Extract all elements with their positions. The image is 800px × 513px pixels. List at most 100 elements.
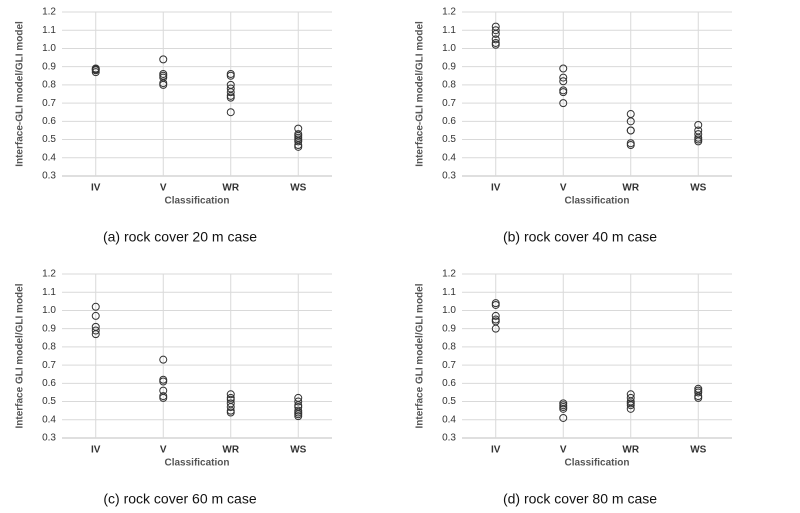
point <box>91 330 100 339</box>
y-tick-label: 0.6 <box>442 378 456 389</box>
y-tick-label: 1.1 <box>442 287 456 298</box>
y-tick-label: 1.2 <box>442 7 456 18</box>
x-tick-label: WS <box>690 445 706 456</box>
point <box>491 40 500 49</box>
caption: (a) rock cover 20 m case <box>103 229 257 245</box>
point <box>294 412 303 421</box>
point <box>559 88 568 97</box>
caption: (b) rock cover 40 m case <box>503 229 657 245</box>
y-tick-label: 0.8 <box>442 80 456 91</box>
point <box>91 68 100 77</box>
point <box>226 71 235 80</box>
y-tick-label: 1.1 <box>442 25 456 36</box>
point <box>91 326 100 335</box>
y-tick-label: 1.1 <box>42 287 56 298</box>
point <box>226 408 235 417</box>
point <box>91 311 100 320</box>
y-tick-label: 0.9 <box>442 323 456 334</box>
point <box>491 311 500 320</box>
point <box>559 99 568 108</box>
x-tick-label: IV <box>491 445 501 456</box>
point <box>491 300 500 309</box>
y-tick-label: 0.9 <box>442 61 456 72</box>
x-axis-label: Classification <box>164 196 229 207</box>
x-axis-label: Classification <box>564 458 629 469</box>
caption: (d) rock cover 80 m case <box>503 491 657 507</box>
x-tick-label: IV <box>91 445 101 456</box>
point <box>559 77 568 86</box>
y-tick-label: 0.3 <box>42 171 56 182</box>
y-tick-label: 1.2 <box>42 269 56 280</box>
point <box>91 302 100 311</box>
point <box>559 404 568 413</box>
point <box>626 404 635 413</box>
y-tick-label: 0.9 <box>42 323 56 334</box>
y-tick-label: 0.6 <box>442 116 456 127</box>
y-tick-label: 1.0 <box>442 305 456 316</box>
x-tick-label: IV <box>91 183 101 194</box>
point <box>491 29 500 38</box>
y-tick-label: 0.5 <box>42 396 56 407</box>
point <box>626 401 635 410</box>
point <box>159 377 168 386</box>
point <box>226 108 235 117</box>
y-tick-label: 0.3 <box>442 171 456 182</box>
x-tick-label: V <box>160 445 167 456</box>
y-axis-label: Interface GLI model/GLI model <box>15 283 26 428</box>
point <box>694 388 703 397</box>
x-tick-label: WS <box>290 183 306 194</box>
point <box>159 393 168 402</box>
point <box>159 355 168 364</box>
y-tick-label: 0.4 <box>42 152 56 163</box>
point <box>294 142 303 151</box>
y-tick-label: 1.0 <box>42 43 56 54</box>
x-tick-label: V <box>160 183 167 194</box>
x-tick-label: WS <box>690 183 706 194</box>
x-tick-label: WS <box>290 445 306 456</box>
y-tick-label: 0.4 <box>42 414 56 425</box>
y-tick-label: 0.7 <box>42 98 56 109</box>
point <box>159 80 168 89</box>
point <box>694 393 703 402</box>
y-tick-label: 0.5 <box>442 134 456 145</box>
point <box>694 120 703 129</box>
point <box>694 137 703 146</box>
point <box>226 93 235 102</box>
y-tick-label: 0.4 <box>442 414 456 425</box>
y-axis-label: Interface-GLI model/GLI model <box>415 21 426 167</box>
point <box>294 397 303 406</box>
point <box>559 64 568 73</box>
point <box>626 126 635 135</box>
y-tick-label: 0.3 <box>442 433 456 444</box>
y-tick-label: 0.8 <box>42 80 56 91</box>
y-tick-label: 0.5 <box>42 134 56 145</box>
point <box>226 88 235 97</box>
y-tick-label: 0.6 <box>42 378 56 389</box>
y-tick-label: 0.8 <box>42 342 56 353</box>
y-tick-label: 1.2 <box>442 269 456 280</box>
x-tick-label: V <box>560 445 567 456</box>
point <box>226 390 235 399</box>
point <box>559 73 568 82</box>
point <box>159 55 168 64</box>
y-tick-label: 0.3 <box>42 433 56 444</box>
x-tick-label: WR <box>222 183 239 194</box>
y-tick-label: 0.7 <box>442 360 456 371</box>
y-axis-label: Interface GLI model/GLI model <box>415 283 426 428</box>
x-tick-label: WR <box>222 445 239 456</box>
x-axis-label: Classification <box>164 458 229 469</box>
point <box>626 141 635 150</box>
y-axis-label: Interface-GLI model/GLI model <box>15 21 26 167</box>
y-tick-label: 1.0 <box>42 305 56 316</box>
y-tick-label: 1.1 <box>42 25 56 36</box>
point <box>559 413 568 422</box>
point <box>294 137 303 146</box>
y-tick-label: 0.8 <box>442 342 456 353</box>
x-tick-label: IV <box>491 183 501 194</box>
y-tick-label: 0.4 <box>442 152 456 163</box>
point <box>626 117 635 126</box>
y-tick-label: 1.0 <box>442 43 456 54</box>
y-tick-label: 0.5 <box>442 396 456 407</box>
y-tick-label: 0.7 <box>442 98 456 109</box>
